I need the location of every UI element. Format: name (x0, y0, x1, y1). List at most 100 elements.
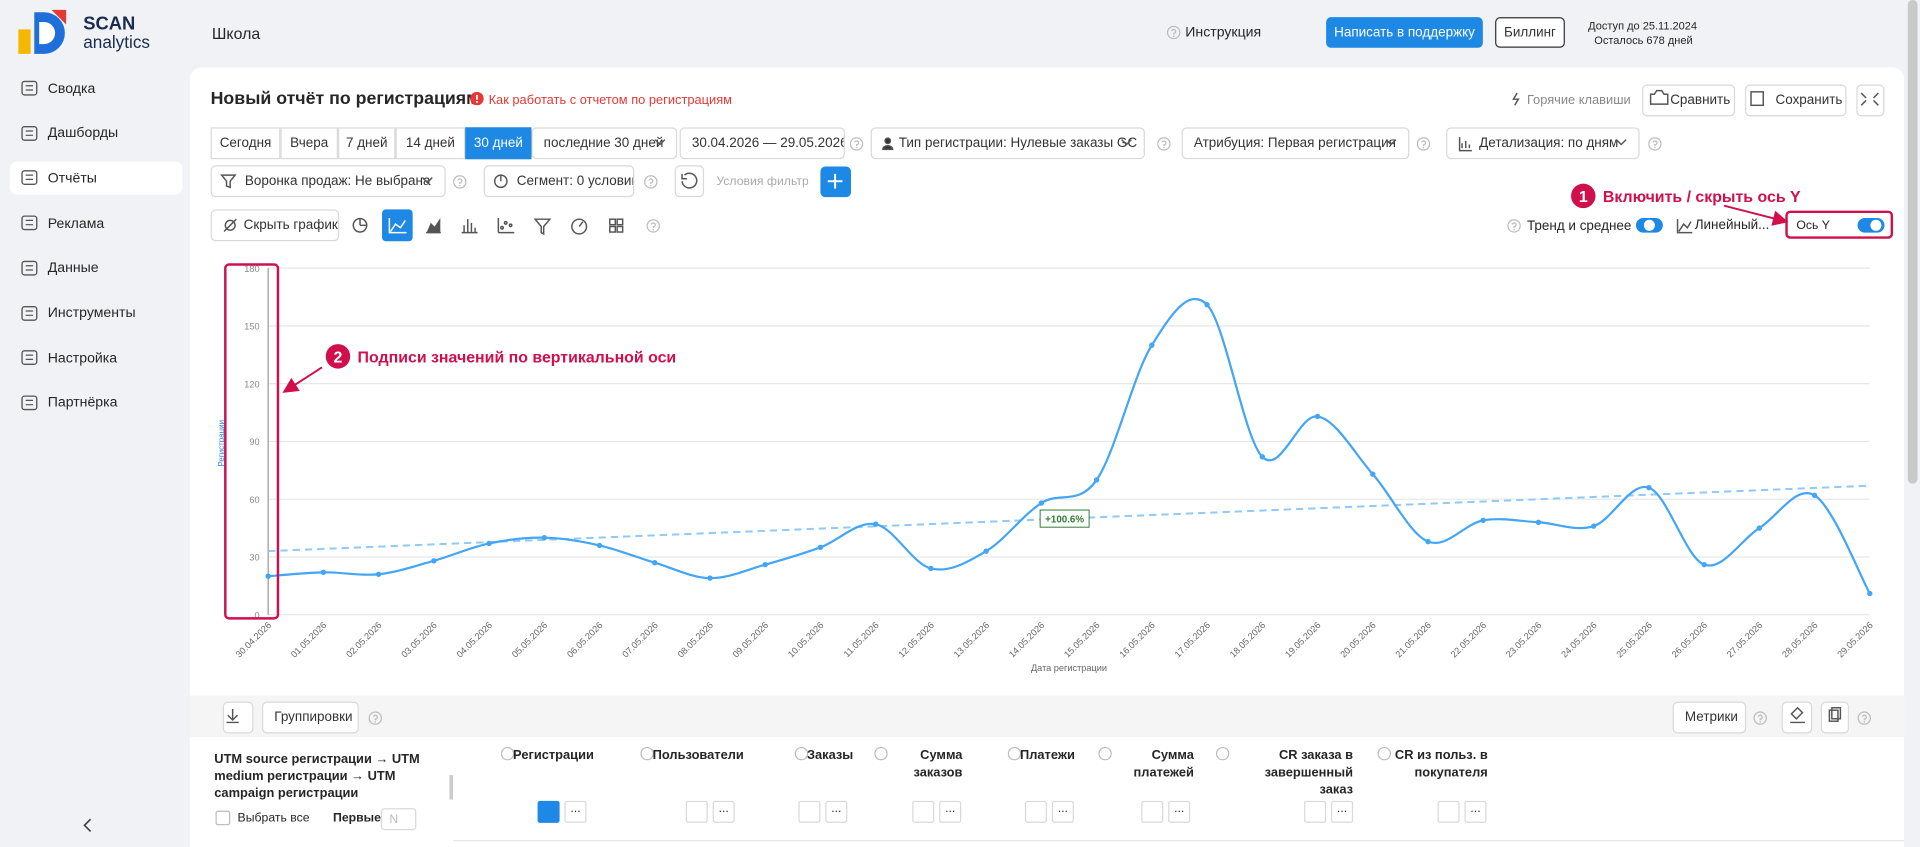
column-more-button[interactable]: ... (1331, 800, 1354, 823)
period-button[interactable]: 7 дней (337, 127, 396, 160)
x-tick-label: 11.05.2026 (842, 620, 881, 659)
hotkeys[interactable]: Горячие клавиши (1526, 93, 1631, 108)
column-chart-button[interactable] (798, 800, 821, 823)
period-button[interactable]: 14 дней (395, 127, 466, 160)
help-icon (1007, 746, 1022, 761)
sidebar-item[interactable]: Данные (10, 252, 183, 285)
x-tick-label: 14.05.2026 (1007, 620, 1047, 660)
x-tick-label: 10.05.2026 (786, 620, 826, 660)
detail[interactable]: Детализация: по дням (1446, 127, 1640, 160)
sidebar-icon (21, 260, 38, 276)
compare-button[interactable]: Сравнить (1642, 84, 1736, 117)
filter-input[interactable]: Условия фильтра (716, 175, 809, 189)
add-filter[interactable] (820, 166, 852, 198)
annotation-number: 2 (334, 349, 343, 366)
data-point (1590, 523, 1597, 529)
data-point (1093, 477, 1100, 483)
trend-toggle-label: Тренд и среднее (1526, 219, 1632, 234)
column-chart-button[interactable] (1304, 800, 1327, 823)
help-icon (470, 91, 484, 106)
column-chart-button[interactable] (1024, 800, 1047, 823)
help-link[interactable]: Инструкция (1185, 25, 1262, 41)
copy-button[interactable] (1820, 701, 1849, 734)
save-button[interactable]: Сохранить (1744, 84, 1847, 117)
sidebar-icon (21, 350, 38, 366)
period-button[interactable]: Вчера (280, 127, 338, 160)
column-chart-button[interactable] (685, 800, 708, 823)
report-help-link[interactable]: Как работать с отчетом по регистрациям (488, 93, 733, 108)
column-chart-button[interactable] (537, 800, 560, 823)
data-point (1259, 454, 1265, 460)
x-tick-label: 25.05.2026 (1614, 620, 1654, 660)
sidebar-item[interactable]: Дашборды (10, 117, 183, 150)
date-range[interactable]: 30.04.2026 — 29.05.2026 (679, 127, 845, 160)
help-icon (1507, 219, 1521, 233)
toggle-knob (1870, 219, 1882, 231)
sidebar-icon (21, 80, 38, 96)
download-button[interactable] (222, 701, 254, 734)
column-more-button[interactable]: ... (564, 800, 587, 823)
x-tick-label: 06.05.2026 (565, 620, 605, 660)
sidebar-item[interactable]: Настройка (10, 342, 183, 375)
help-icon (1416, 137, 1431, 151)
metrics-button[interactable]: Метрики (1672, 701, 1747, 734)
first-label: Первые (333, 811, 381, 826)
period-button[interactable]: Сегодня (210, 127, 281, 160)
sidebar-item[interactable]: Отчёты (9, 162, 183, 196)
data-point (1425, 538, 1431, 545)
period-select[interactable]: последние 30 дней (531, 127, 678, 160)
sidebar-item[interactable]: Партнёрка (10, 387, 183, 420)
y-tick-label: 180 (244, 264, 259, 274)
help-icon (1098, 746, 1112, 761)
y-tick-label: 60 (249, 495, 259, 505)
column-chart-button[interactable] (912, 800, 935, 823)
sidebar-item[interactable]: Реклама (10, 207, 183, 240)
sidebar-item[interactable]: Сводка (10, 72, 183, 105)
first-input[interactable]: N (380, 808, 417, 831)
x-tick-label: 21.05.2026 (1394, 620, 1434, 660)
export-button[interactable] (1781, 701, 1813, 734)
funnel[interactable]: Воронка продаж: Не выбрана (210, 165, 446, 198)
x-tick-label: 04.05.2026 (455, 620, 495, 660)
y-axis-label: Регистрации (217, 420, 226, 467)
help-icon (646, 219, 661, 233)
data-point (707, 575, 713, 581)
x-tick-label: 02.05.2026 (344, 620, 384, 660)
refresh-button[interactable] (674, 165, 705, 198)
column-chart-button[interactable] (1437, 800, 1460, 823)
registration-type[interactable]: Тип регистрации: Нулевые заказы GC (870, 127, 1145, 160)
column-header: Сумма платежей (1133, 748, 1194, 781)
column-more-button[interactable]: ... (939, 800, 962, 823)
select-all-checkbox[interactable] (215, 810, 231, 826)
sidebar-icon (21, 395, 38, 411)
line-mode[interactable]: Линейный... (1694, 217, 1770, 233)
x-tick-label: 09.05.2026 (731, 620, 771, 660)
x-tick-label: 26.05.2026 (1670, 620, 1710, 660)
help-icon (874, 746, 888, 761)
column-header: Заказы (806, 748, 854, 763)
x-tick-label: 13.05.2026 (952, 620, 992, 660)
sidebar-item[interactable]: Инструменты (10, 297, 183, 330)
column-more-button[interactable]: ... (825, 800, 848, 823)
groupings-button[interactable]: Группировки (262, 701, 359, 734)
scrollbar (1907, 0, 1918, 484)
column-more-button[interactable]: ... (1168, 800, 1191, 823)
column-more-button[interactable]: ... (1051, 800, 1074, 823)
annotation-text: Подписи значений по вертикальной оси (358, 349, 677, 366)
plus-icon (827, 173, 843, 189)
data-point (872, 521, 879, 527)
billing-button[interactable]: Биллинг (1495, 17, 1565, 48)
column-chart-button[interactable] (1141, 800, 1164, 823)
support-button[interactable]: Написать в поддержку (1326, 17, 1483, 48)
column-more-button[interactable]: ... (712, 800, 735, 823)
expand-button[interactable] (1856, 84, 1885, 117)
attribution[interactable]: Атрибуция: Первая регистрация (1181, 127, 1410, 160)
x-tick-label: 15.05.2026 (1062, 620, 1102, 660)
help-icon (794, 746, 809, 761)
x-axis-label: Дата регистрации (1031, 663, 1107, 673)
hide-chart[interactable]: Скрыть график (210, 209, 340, 242)
period-button[interactable]: 30 дней (465, 127, 532, 160)
segment[interactable]: Сегмент: 0 условий (483, 165, 635, 198)
collapse-button[interactable] (81, 818, 96, 833)
column-more-button[interactable]: ... (1464, 800, 1487, 823)
